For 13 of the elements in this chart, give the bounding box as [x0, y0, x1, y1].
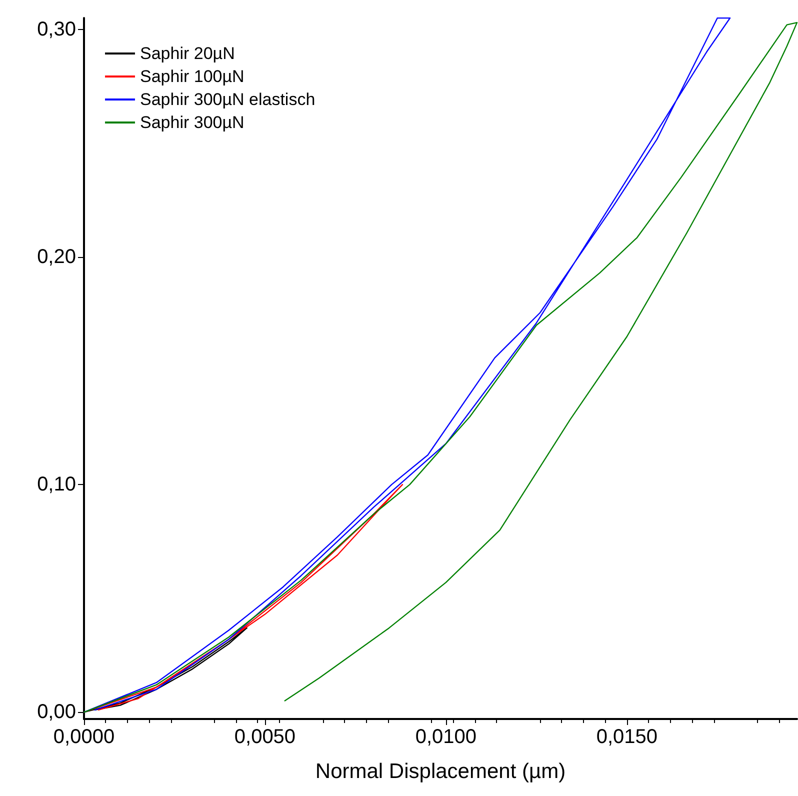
legend-label: Saphir 100µN — [140, 67, 244, 86]
x-tick-label: 0,0000 — [53, 726, 115, 748]
legend-label: Saphir 300µN — [140, 113, 244, 132]
y-tick-label: 0,00 — [37, 701, 76, 724]
x-tick-label: 0,0050 — [234, 726, 296, 748]
y-tick-label: 0,30 — [37, 18, 76, 40]
legend-label: Saphir 300µN elastisch — [140, 90, 316, 109]
y-tick-label: 0,10 — [37, 474, 76, 496]
x-axis-title: Normal Displacement (µm) — [315, 760, 566, 783]
x-tick-label: 0,0150 — [596, 726, 658, 748]
x-tick-label: 0,0100 — [415, 726, 477, 748]
legend-label: Saphir 20µN — [140, 44, 235, 63]
y-tick-label: 0,20 — [37, 246, 76, 268]
